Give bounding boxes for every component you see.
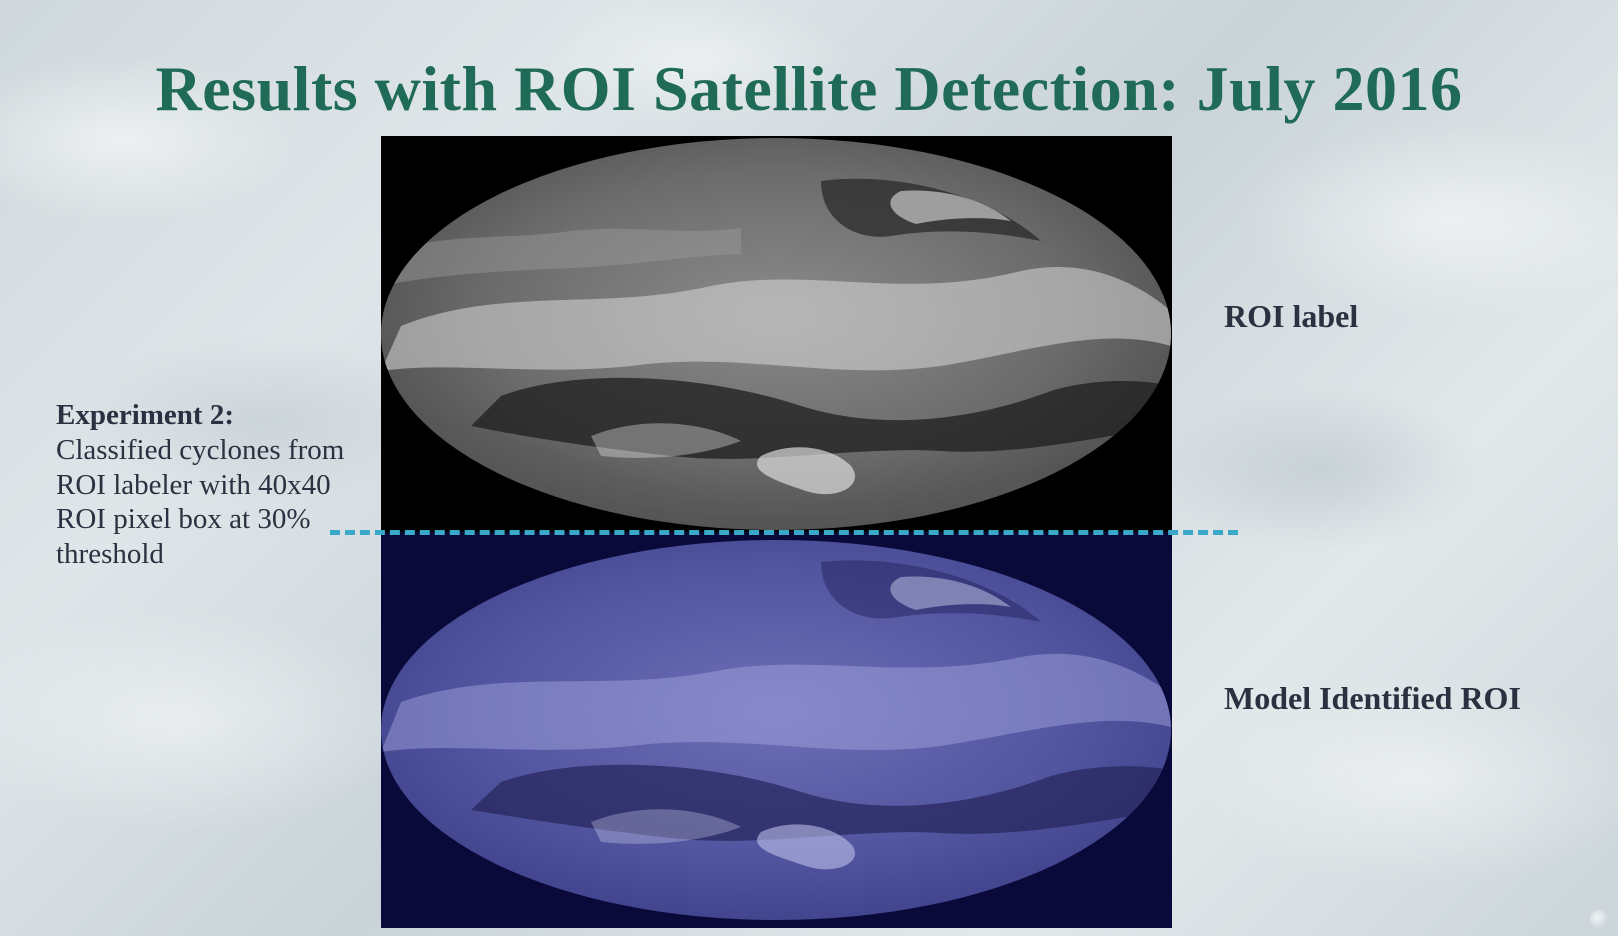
model-identified-roi-figure bbox=[381, 532, 1172, 928]
experiment-description: Experiment 2: Classified cyclones from R… bbox=[56, 398, 346, 572]
experiment-heading: Experiment 2: bbox=[56, 399, 234, 431]
slide-title: Results with ROI Satellite Detection: Ju… bbox=[155, 53, 1463, 124]
model-identified-roi-caption: Model Identified ROI bbox=[1224, 680, 1521, 716]
satellite-globe-grayscale bbox=[381, 138, 1171, 530]
satellite-globe-blue bbox=[381, 540, 1171, 920]
dashed-divider-line bbox=[330, 530, 1238, 535]
experiment-body: Classified cyclones from ROI labeler wit… bbox=[56, 433, 345, 571]
roi-label-caption: ROI label bbox=[1224, 298, 1359, 334]
roi-label-figure bbox=[381, 136, 1172, 532]
corner-logo-icon bbox=[1590, 910, 1608, 928]
